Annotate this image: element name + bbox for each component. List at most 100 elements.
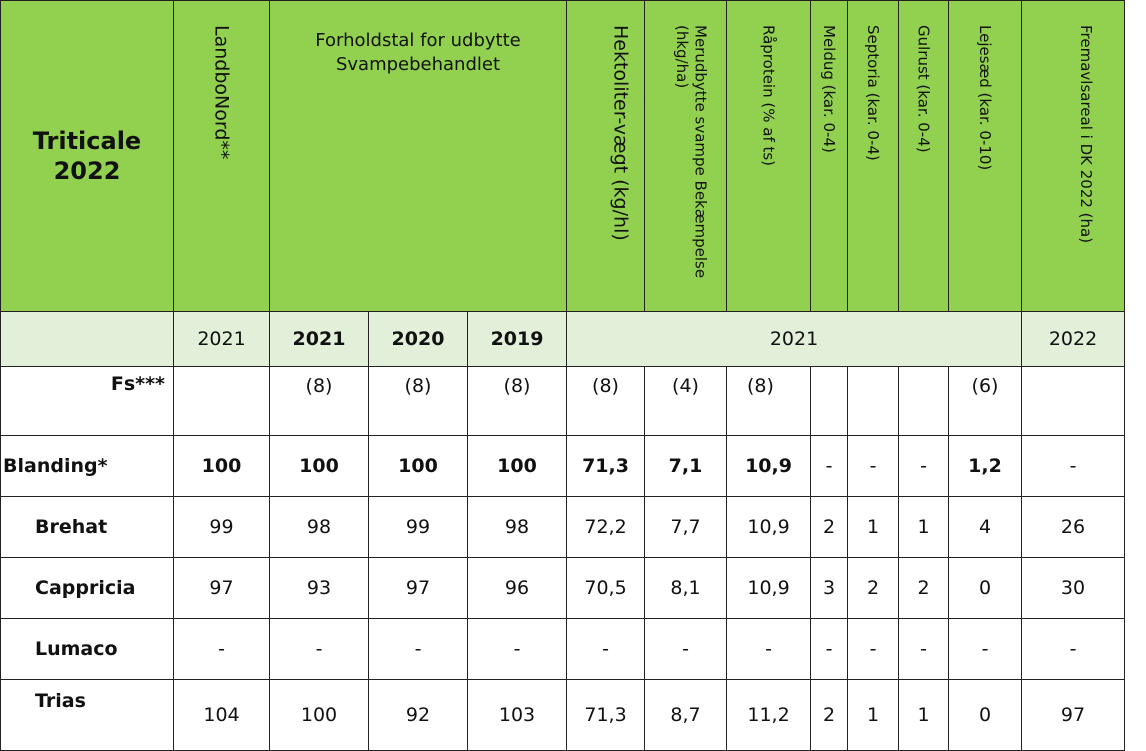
- year-2019: 2019: [466, 311, 568, 367]
- cell-septoria: -: [847, 435, 900, 497]
- cell-raprotein: 11,2: [726, 679, 812, 751]
- cell-y1: -: [269, 618, 369, 680]
- header-merudbytte-text: Merudbytte svampe Bekæmpelse (hkg/ha): [672, 25, 710, 279]
- year-landbonord: 2021: [173, 311, 270, 367]
- header-fremavl: Fremavlsareal i DK 2022 (ha): [1021, 0, 1126, 312]
- year-2020: 2020: [368, 311, 468, 367]
- fs-landbonord: [173, 366, 270, 436]
- cell-y2: 92: [368, 679, 468, 751]
- year-fremavl: 2022: [1021, 311, 1126, 367]
- row-name: Blanding*: [0, 435, 174, 497]
- fs-raprotein: (8): [726, 366, 812, 436]
- cell-hektoliter: 71,3: [566, 435, 646, 497]
- cell-y2: 97: [368, 557, 468, 619]
- cell-fremavl: -: [1021, 435, 1126, 497]
- cell-fremavl: 97: [1021, 679, 1126, 751]
- cell-meldug: 3: [810, 557, 849, 619]
- cell-y3: 103: [466, 679, 568, 751]
- cell-landbonord: 99: [173, 496, 270, 558]
- cell-landbonord: 97: [173, 557, 270, 619]
- cell-gulrust: -: [898, 618, 950, 680]
- cell-meldug: -: [810, 435, 849, 497]
- cell-merudbytte: 8,7: [644, 679, 728, 751]
- cell-landbonord: -: [173, 618, 270, 680]
- cell-gulrust: 1: [898, 679, 950, 751]
- cell-meldug: 2: [810, 496, 849, 558]
- cell-y2: -: [368, 618, 468, 680]
- cell-gulrust: 2: [898, 557, 950, 619]
- cell-septoria: -: [847, 618, 900, 680]
- header-lejesaed: Lejesæd (kar. 0-10): [948, 0, 1023, 312]
- cell-raprotein: 10,9: [726, 496, 812, 558]
- header-gulrust: Gulrust (kar. 0-4): [898, 0, 950, 312]
- cell-hektoliter: 71,3: [566, 679, 646, 751]
- cell-landbonord: 104: [173, 679, 270, 751]
- cell-lejesaed: 4: [948, 496, 1023, 558]
- cell-merudbytte: -: [644, 618, 728, 680]
- fs-hektoliter: (8): [566, 366, 646, 436]
- cell-lejesaed: 0: [948, 679, 1023, 751]
- cell-y1: 100: [269, 435, 369, 497]
- year-2021: 2021: [269, 311, 369, 367]
- cell-raprotein: -: [726, 618, 812, 680]
- header-hektoliter-text: Hektoliter-vægt (kg/hl): [609, 25, 632, 241]
- header-fremavl-text: Fremavlsareal i DK 2022 (ha): [1077, 25, 1096, 244]
- cell-y3: 98: [466, 496, 568, 558]
- cell-meldug: -: [810, 618, 849, 680]
- cell-gulrust: -: [898, 435, 950, 497]
- fs-lejesaed: (6): [948, 366, 1023, 436]
- table-row: Cappricia 97 93 97 96 70,5 8,1 10,9 3 2 …: [0, 557, 1126, 619]
- cell-y1: 98: [269, 496, 369, 558]
- cell-fremavl: -: [1021, 618, 1126, 680]
- cell-gulrust: 1: [898, 496, 950, 558]
- fs-y3: (8): [466, 366, 568, 436]
- header-forholdstal-text: Forholdstal for udbytte Svampebehandlet: [315, 30, 521, 76]
- table-title: Triticale 2022: [0, 0, 174, 312]
- header-landbonord-text: LandboNord**: [210, 25, 233, 160]
- header-septoria: Septoria (kar. 0-4): [847, 0, 900, 312]
- cell-merudbytte: 7,7: [644, 496, 728, 558]
- table-row: Blanding* 100 100 100 100 71,3 7,1 10,9 …: [0, 435, 1126, 497]
- fs-gulrust: [898, 366, 950, 436]
- cell-landbonord: 100: [173, 435, 270, 497]
- header-meldug: Meldug (kar. 0-4): [810, 0, 849, 312]
- cell-y2: 100: [368, 435, 468, 497]
- header-raprotein-text: Råprotein (% af ts): [759, 25, 778, 167]
- fs-merudbytte: (4): [644, 366, 728, 436]
- cell-y3: 100: [466, 435, 568, 497]
- cell-y3: 96: [466, 557, 568, 619]
- cell-merudbytte: 7,1: [644, 435, 728, 497]
- year-mid: 2021: [566, 311, 1023, 367]
- header-merudbytte: Merudbytte svampe Bekæmpelse (hkg/ha): [644, 0, 728, 312]
- cell-lejesaed: 1,2: [948, 435, 1023, 497]
- row-name: Trias: [0, 679, 174, 751]
- year-empty: [0, 311, 174, 367]
- cell-meldug: 2: [810, 679, 849, 751]
- cell-septoria: 1: [847, 679, 900, 751]
- fs-septoria: [847, 366, 900, 436]
- header-meldug-text: Meldug (kar. 0-4): [820, 25, 839, 153]
- cell-lejesaed: 0: [948, 557, 1023, 619]
- cell-fremavl: 26: [1021, 496, 1126, 558]
- header-raprotein: Råprotein (% af ts): [726, 0, 812, 312]
- fs-fremavl: [1021, 366, 1126, 436]
- cell-hektoliter: 72,2: [566, 496, 646, 558]
- row-name: Cappricia: [0, 557, 174, 619]
- cell-y3: -: [466, 618, 568, 680]
- row-name: Brehat: [0, 496, 174, 558]
- cell-hektoliter: 70,5: [566, 557, 646, 619]
- cell-merudbytte: 8,1: [644, 557, 728, 619]
- cell-raprotein: 10,9: [726, 435, 812, 497]
- cell-septoria: 2: [847, 557, 900, 619]
- header-gulrust-text: Gulrust (kar. 0-4): [914, 25, 933, 153]
- title-text: Triticale 2022: [32, 127, 142, 185]
- header-landbonord: LandboNord**: [173, 0, 270, 312]
- cell-y2: 99: [368, 496, 468, 558]
- header-row: Triticale 2022 LandboNord** Forholdstal …: [0, 0, 1126, 312]
- fs-label: Fs***: [0, 366, 174, 436]
- year-row: 2021 2021 2020 2019 2021 2022: [0, 311, 1126, 367]
- table-row: Brehat 99 98 99 98 72,2 7,7 10,9 2 1 1 4…: [0, 496, 1126, 558]
- cell-raprotein: 10,9: [726, 557, 812, 619]
- fs-y1: (8): [269, 366, 369, 436]
